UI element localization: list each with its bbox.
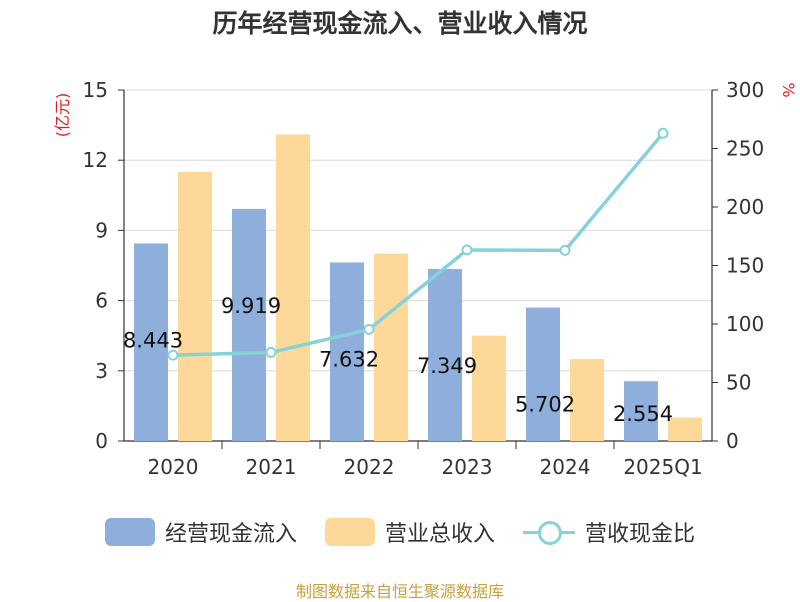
bar-cash-inflow [232, 208, 266, 441]
right-axis-tick-label: 300 [726, 78, 764, 102]
ratio-point [363, 323, 375, 335]
cash-inflow-data-label: 9.919 [221, 294, 281, 318]
left-axis-tick-label: 6 [95, 289, 108, 313]
right-axis-unit-label: % [779, 82, 798, 97]
cash-inflow-swatch-icon [104, 518, 155, 546]
bar-cash-inflow [428, 269, 462, 441]
bar-revenue [178, 171, 212, 441]
x-axis-tick-label: 2020 [148, 455, 199, 479]
left-axis-unit-label: (亿元) [53, 93, 72, 138]
cash-inflow-data-label: 7.349 [417, 354, 477, 378]
right-axis-tick-label: 200 [726, 195, 764, 219]
chart-title: 历年经营现金流入、营业收入情况 [212, 9, 588, 38]
legend-item-revenue[interactable]: 营业总收入 [324, 516, 495, 548]
ratio-point [461, 244, 473, 256]
right-axis-tick-label: 250 [726, 137, 764, 161]
left-axis-tick-label: 0 [95, 429, 108, 453]
x-axis-tick-label: 2023 [442, 455, 493, 479]
x-axis-tick-label: 2022 [344, 455, 395, 479]
bar-cash-inflow [624, 381, 658, 441]
cash-inflow-data-label: 8.443 [123, 328, 183, 352]
cash-inflow-data-label: 5.702 [515, 393, 575, 417]
bar-cash-inflow [526, 307, 560, 441]
bar-revenue [472, 335, 506, 441]
right-axis-tick-label: 100 [726, 312, 764, 336]
right-axis-tick-label: 150 [726, 254, 764, 278]
revenue-swatch-icon [324, 518, 375, 546]
cash-inflow-data-label: 2.554 [613, 402, 673, 426]
left-axis-tick-label: 9 [95, 218, 108, 242]
source-note: 制图数据来自恒生聚源数据库 [295, 582, 504, 601]
x-axis-tick-label: 2024 [540, 455, 591, 479]
x-axis-tick-label: 2025Q1 [623, 455, 702, 479]
left-axis-tick-label: 12 [83, 148, 108, 172]
legend: 经营现金流入 营业总收入 营收现金比 [0, 516, 800, 548]
ratio-point [265, 346, 277, 358]
bar-cash-inflow [134, 243, 168, 441]
legend-label-ratio: 营收现金比 [585, 522, 696, 547]
legend-item-cash-inflow[interactable]: 经营现金流入 [104, 516, 297, 548]
bar-revenue [276, 134, 310, 441]
legend-label-revenue: 营业总收入 [384, 522, 495, 547]
x-axis-tick-label: 2021 [246, 455, 297, 479]
legend-item-ratio[interactable]: 营收现金比 [523, 516, 695, 548]
legend-label-cash-inflow: 经营现金流入 [164, 522, 297, 547]
bar-revenue [374, 253, 408, 441]
right-axis-tick-label: 50 [726, 371, 751, 395]
left-axis-tick-label: 3 [95, 359, 108, 383]
ratio-point [167, 349, 179, 361]
ratio-line-swatch-icon [523, 518, 575, 546]
cash-inflow-data-label: 7.632 [319, 347, 379, 371]
ratio-line [172, 132, 665, 357]
ratio-point [559, 244, 571, 256]
left-axis-tick-label: 15 [83, 78, 108, 102]
bar-cash-inflow [330, 262, 364, 441]
ratio-point [657, 127, 669, 139]
bar-revenue [668, 417, 702, 441]
bar-revenue [570, 359, 604, 441]
right-axis-tick-label: 0 [726, 429, 739, 453]
